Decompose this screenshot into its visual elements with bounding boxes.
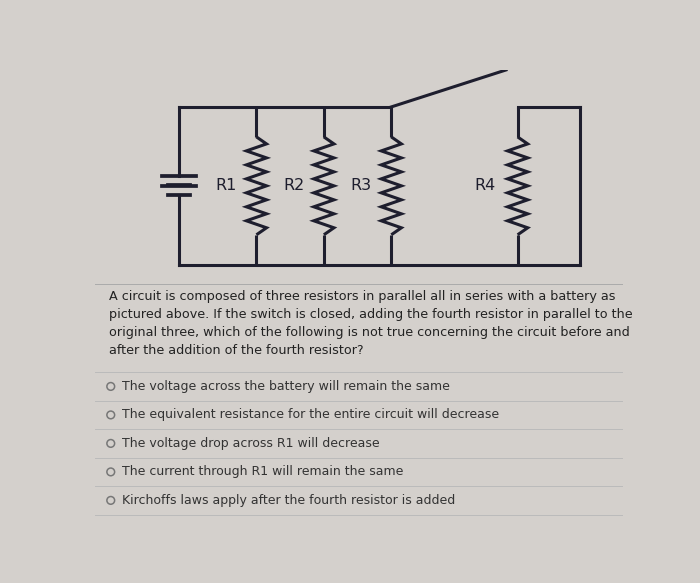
Text: Kirchoffs laws apply after the fourth resistor is added: Kirchoffs laws apply after the fourth re… bbox=[122, 494, 456, 507]
Text: R2: R2 bbox=[284, 178, 304, 194]
Text: R1: R1 bbox=[216, 178, 237, 194]
Text: The current through R1 will remain the same: The current through R1 will remain the s… bbox=[122, 465, 404, 479]
Text: The voltage drop across R1 will decrease: The voltage drop across R1 will decrease bbox=[122, 437, 380, 450]
Text: R4: R4 bbox=[475, 178, 496, 194]
Text: A circuit is composed of three resistors in parallel all in series with a batter: A circuit is composed of three resistors… bbox=[109, 290, 633, 357]
Text: The equivalent resistance for the entire circuit will decrease: The equivalent resistance for the entire… bbox=[122, 409, 500, 422]
Text: R3: R3 bbox=[351, 178, 372, 194]
Text: The voltage across the battery will remain the same: The voltage across the battery will rema… bbox=[122, 380, 450, 393]
